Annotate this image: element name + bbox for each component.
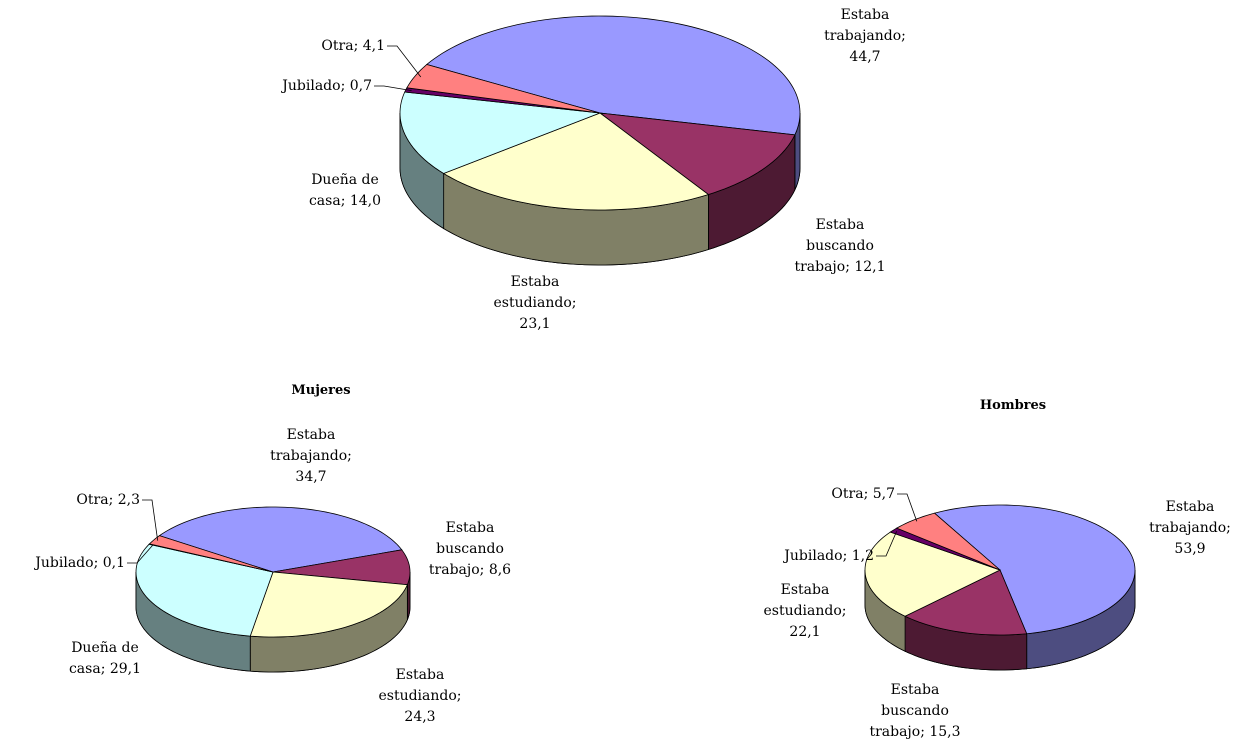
pie-slice xyxy=(249,571,408,638)
leader-line xyxy=(142,499,159,541)
chart-title: Mujeres xyxy=(291,383,351,398)
data-label: Otra; 2,3 xyxy=(76,492,140,508)
pie-slice xyxy=(598,112,796,195)
pie-slice xyxy=(158,506,403,573)
data-label: Jubilado; 0,7 xyxy=(282,78,372,94)
data-label: Estaba buscando trabajo; 8,6 xyxy=(428,520,512,578)
data-label: Dueña de casa; 14,0 xyxy=(308,172,382,209)
data-label: Dueña de casa; 29,1 xyxy=(68,640,142,677)
pie-slice xyxy=(399,91,601,174)
data-label: Otra; 4,1 xyxy=(321,38,385,54)
leader-line xyxy=(374,85,412,92)
pie-slice xyxy=(933,504,1136,635)
pie-slice xyxy=(148,535,274,573)
chart-title: Hombres xyxy=(979,398,1047,413)
data-label: Estaba estudiando; 22,1 xyxy=(763,582,847,640)
data-label: Estaba buscando trabajo; 12,1 xyxy=(794,217,886,275)
pie-slice xyxy=(864,531,1002,617)
data-label: Jubilado; 0,1 xyxy=(35,555,125,571)
data-label: Otra; 5,7 xyxy=(831,486,895,502)
data-label: Estaba estudiando; 23,1 xyxy=(493,274,577,332)
data-label: Estaba trabajando; 44,7 xyxy=(824,7,906,65)
data-label: Estaba buscando trabajo; 15,3 xyxy=(869,682,961,740)
data-label: Jubilado; 1,2 xyxy=(784,548,874,564)
data-label: Estaba trabajando; 53,9 xyxy=(1149,499,1231,557)
leader-line xyxy=(387,45,422,78)
leader-line xyxy=(127,544,154,564)
leader-line xyxy=(897,493,918,522)
pie-slice xyxy=(904,569,1028,636)
data-label: Estaba trabajando; 34,7 xyxy=(270,427,352,485)
pie-slice xyxy=(895,512,1001,571)
data-label: Estaba estudiando; 24,3 xyxy=(378,667,462,725)
pie-slice xyxy=(406,64,601,114)
pie-slice xyxy=(272,549,411,586)
pie-slice xyxy=(425,15,801,136)
pie-slice xyxy=(442,112,710,211)
leader-line xyxy=(876,531,898,557)
